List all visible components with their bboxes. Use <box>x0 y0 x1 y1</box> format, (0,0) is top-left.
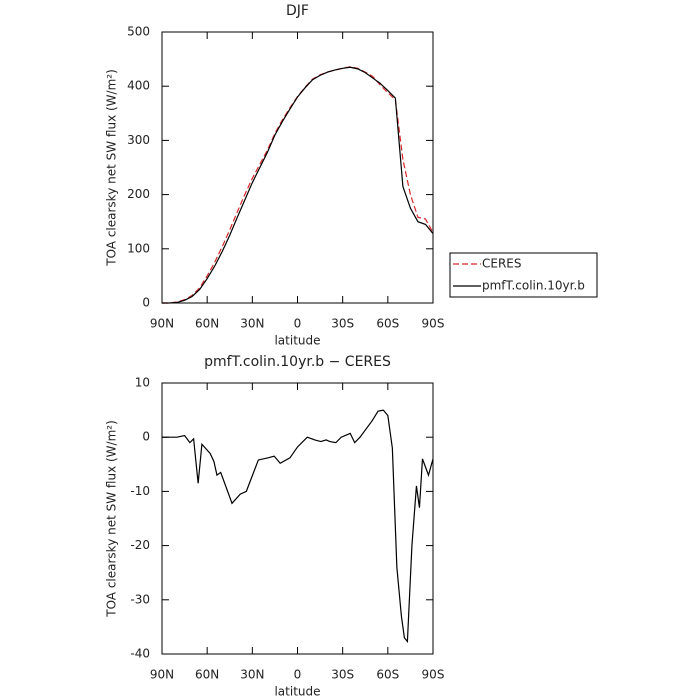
x-axis-label: latitude <box>274 685 320 699</box>
legend-label: pmfT.colin.10yr.b <box>482 279 585 293</box>
y-tick-label: 10 <box>135 376 150 390</box>
x-tick-label: 30S <box>331 317 354 331</box>
y-tick-label: 100 <box>127 241 150 255</box>
x-tick-label: 30N <box>240 668 264 682</box>
y-tick-label: 300 <box>127 133 150 147</box>
x-tick-label: 90N <box>150 668 174 682</box>
y-axis-label: TOA clearsky net SW flux (W/m²) <box>105 69 119 267</box>
series-line <box>162 66 434 304</box>
y-tick-label: 0 <box>142 296 150 310</box>
x-tick-label: 0 <box>294 317 302 331</box>
x-tick-label: 90N <box>150 317 174 331</box>
legend-label: CERES <box>482 257 522 271</box>
y-tick-label: -10 <box>130 484 150 498</box>
chart-title: pmfT.colin.10yr.b − CERES <box>204 354 391 370</box>
x-tick-label: 60N <box>195 668 219 682</box>
y-axis-label: TOA clearsky net SW flux (W/m²) <box>105 420 119 618</box>
x-tick-label: 30S <box>331 668 354 682</box>
y-tick-label: -30 <box>130 592 150 606</box>
x-tick-label: 30N <box>240 317 264 331</box>
y-tick-label: -20 <box>130 538 150 552</box>
series-line <box>162 409 434 644</box>
x-tick-label: 0 <box>294 668 302 682</box>
y-tick-label: 500 <box>127 25 150 39</box>
x-tick-label: 60N <box>195 317 219 331</box>
y-tick-label: 0 <box>142 430 150 444</box>
plot-frame <box>161 382 434 655</box>
y-tick-label: -40 <box>130 647 150 661</box>
x-axis-label: latitude <box>274 334 320 348</box>
x-tick-label: 60S <box>376 317 399 331</box>
x-tick-label: 60S <box>376 668 399 682</box>
x-tick-label: 90S <box>422 668 445 682</box>
series-line <box>162 66 434 304</box>
chart-title: DJF <box>286 3 309 19</box>
x-tick-label: 90S <box>422 317 445 331</box>
y-tick-label: 400 <box>127 79 150 93</box>
plot-frame <box>161 31 434 304</box>
legend-box <box>449 252 598 298</box>
y-tick-label: 200 <box>127 187 150 201</box>
